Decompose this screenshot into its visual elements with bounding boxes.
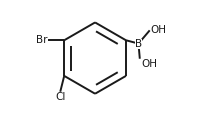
Text: Cl: Cl <box>55 92 66 102</box>
Text: OH: OH <box>141 59 157 69</box>
Text: Br: Br <box>36 35 48 45</box>
Text: OH: OH <box>150 25 166 35</box>
Text: B: B <box>135 39 142 49</box>
